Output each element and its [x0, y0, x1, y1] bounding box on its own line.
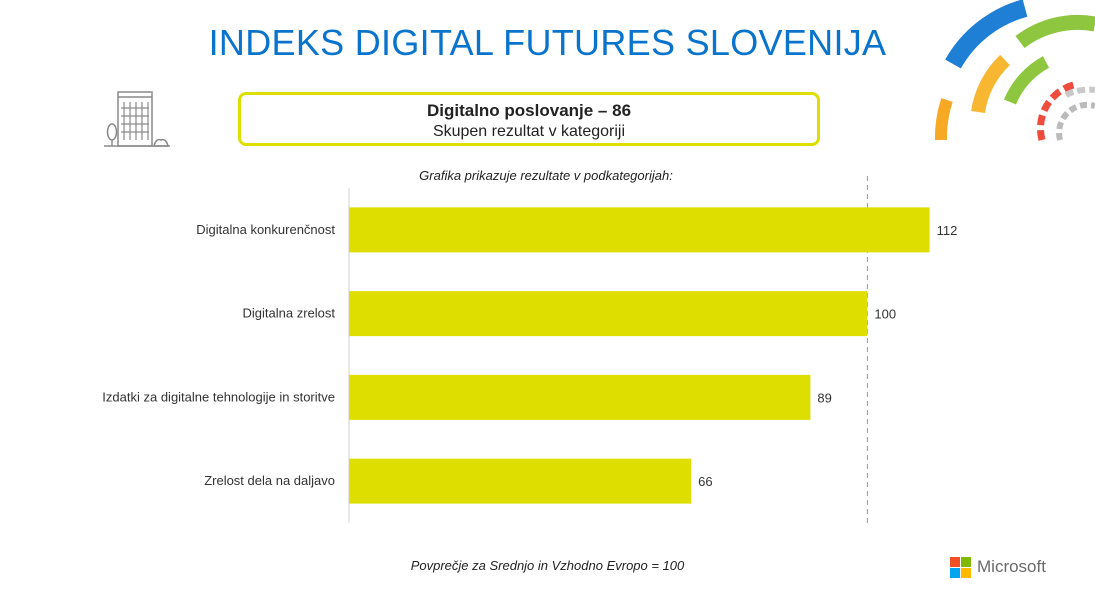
- value-label-4: 66: [698, 474, 712, 489]
- category-score-title: Digitalno poslovanje – 86: [426, 101, 632, 120]
- page-title: INDEKS DIGITAL FUTURES SLOVENIJA: [208, 22, 887, 63]
- category-label-1: Digitalna konkurenčnost: [196, 222, 335, 237]
- arc-green-inner: [1003, 56, 1050, 105]
- category-score-box: Digitalno poslovanje – 86 Skupen rezulta…: [238, 92, 820, 146]
- arc-orange-outer: [934, 98, 953, 141]
- category-score-subtitle: Skupen rezultat v kategoriji: [432, 123, 626, 140]
- bar-1: [349, 207, 930, 253]
- bar-4: [349, 458, 692, 504]
- decorative-arcs: [934, 0, 1095, 141]
- building-icon: [104, 91, 170, 147]
- microsoft-wordmark: Microsoft: [977, 557, 1046, 576]
- average-footnote: Povprečje za Srednjo in Vzhodno Evropo =…: [410, 558, 685, 573]
- microsoft-logo: [950, 557, 971, 578]
- arc-gray-outer: [1064, 86, 1095, 98]
- arc-red: [1036, 80, 1079, 141]
- category-label-2: Digitalna zrelost: [243, 306, 336, 321]
- value-label-1: 112: [937, 223, 958, 238]
- bar-3: [349, 374, 811, 420]
- value-label-3: 89: [817, 390, 831, 405]
- category-label-3: Izdatki za digitalne tehnologije in stor…: [102, 389, 335, 404]
- bar-2: [349, 291, 868, 337]
- category-label-4: Zrelost dela na daljavo: [204, 473, 335, 488]
- arc-blue: [945, 0, 1028, 69]
- arc-orange: [971, 54, 1010, 114]
- chart-caption: Grafika prikazuje rezultate v podkategor…: [419, 168, 673, 183]
- arc-green: [1015, 14, 1095, 49]
- value-label-2: 100: [874, 307, 896, 322]
